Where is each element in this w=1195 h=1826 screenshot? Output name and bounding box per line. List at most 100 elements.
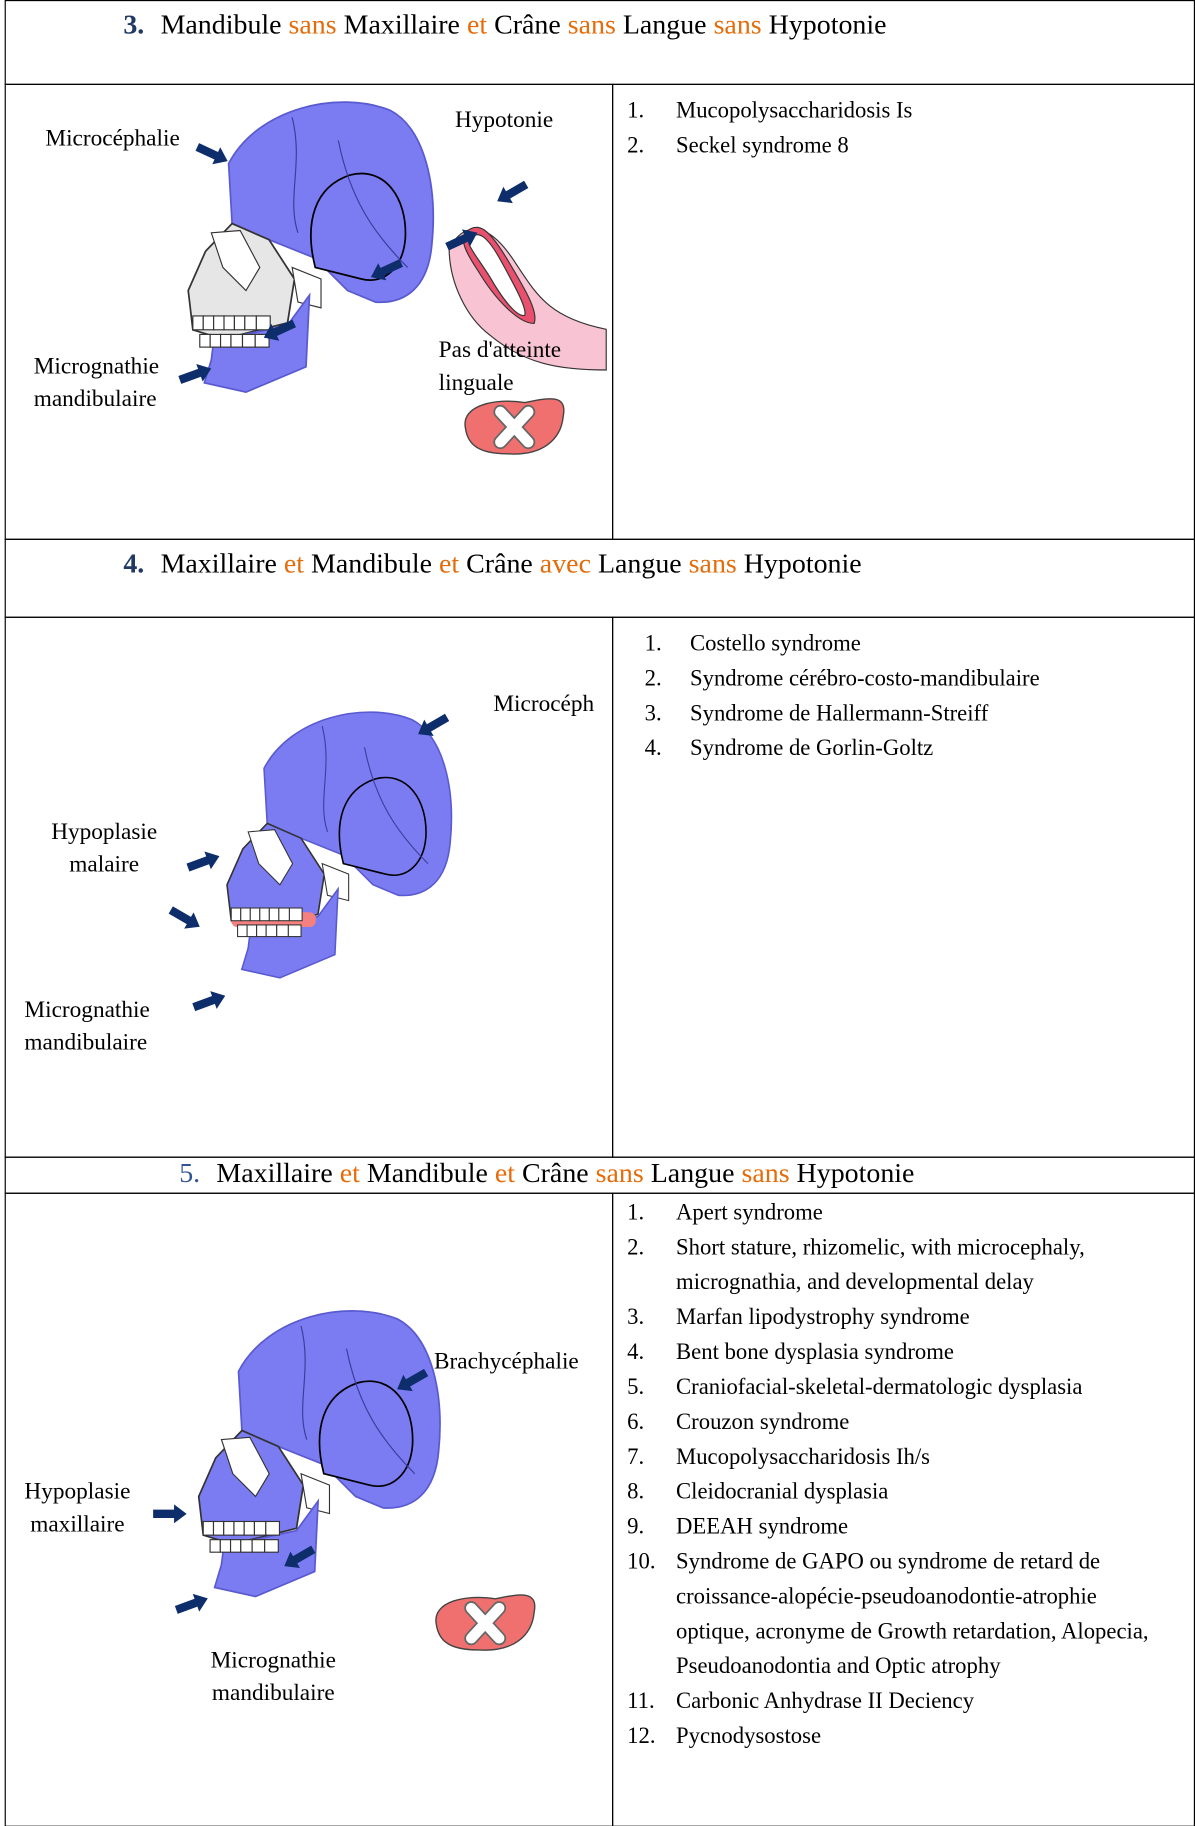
- list-item: 5. Craniofacial-skeletal-dermatologic dys…: [627, 1371, 1175, 1406]
- label-line: Micrognathie: [33, 353, 160, 380]
- section-number: 4.: [123, 549, 145, 580]
- list-item: 4. Bent bone dysplasia syndrome: [627, 1336, 1175, 1371]
- skull: [226, 711, 453, 979]
- skull: [197, 1309, 441, 1598]
- arrow: [193, 138, 232, 170]
- item-text: Craniofacial-skeletal-dermatologic dyspl…: [676, 1375, 1083, 1400]
- heading-word: et: [466, 10, 488, 41]
- item-text: Crouzon syndrome: [676, 1410, 850, 1435]
- bone: [468, 234, 526, 316]
- arrow: [166, 901, 205, 935]
- heading-word: Crâne: [521, 1158, 589, 1190]
- list-item: 1. Costello syndrome: [645, 627, 1176, 662]
- illustration-label: Micrognathie mandibulaire: [211, 1644, 336, 1709]
- section-heading: 5. Maxillaire et Mandibule et Crâne sans Langue…: [179, 1159, 921, 1190]
- heading-word: sans: [288, 10, 337, 41]
- item-number: 3.: [627, 1305, 645, 1330]
- skull: [187, 101, 435, 394]
- label-line: Microcéphalie: [45, 125, 180, 152]
- list-item: 12. Pycnodysostose: [627, 1720, 1175, 1755]
- heading-word: Langue: [622, 10, 707, 41]
- heading-word: Crâne: [494, 10, 561, 41]
- section-header: 3. Mandibule sans Maxillaire et Crâne sans Lang…: [4, 0, 1195, 85]
- item-text: Pycnodysostose: [676, 1724, 822, 1749]
- heading-word: Mandibule: [311, 549, 433, 580]
- list-item: 11. Carbonic Anhydrase II Deciency: [627, 1685, 1175, 1720]
- label-line: Micrognathie: [210, 1647, 336, 1674]
- label-line: maxillaire: [30, 1511, 125, 1538]
- label-line: malaire: [69, 851, 140, 878]
- arrow: [492, 176, 531, 210]
- list-cell: 1. Costello syndrome 2. Syndrome cérébro-co…: [612, 616, 1195, 1158]
- item-number: 12.: [627, 1724, 656, 1749]
- item-text: Marfan lipodystrophy syndrome: [676, 1305, 970, 1330]
- item-number: 3.: [644, 701, 662, 727]
- item-number: 1.: [644, 631, 662, 657]
- item-text: Syndrome de GAPO ou syndrome de retard d…: [676, 1549, 1149, 1680]
- item-text: DEEAH syndrome: [676, 1514, 849, 1540]
- label-line: linguale: [438, 370, 514, 396]
- item-number: 4.: [644, 736, 662, 761]
- arrow: [173, 1589, 212, 1619]
- heading-word: sans: [713, 10, 762, 41]
- section-number: 5.: [179, 1158, 201, 1190]
- illustration-label: Pas d'atteinte linguale: [439, 334, 561, 399]
- list-cell: 1. Mucopolysaccharidosis Is 2. Seckel syndr…: [612, 83, 1195, 540]
- item-text: Carbonic Anhydrase II Deciency: [676, 1689, 975, 1714]
- item-number: 5.: [627, 1375, 645, 1400]
- item-text: Bent bone dysplasia syndrome: [676, 1340, 954, 1365]
- heading-word: sans: [595, 1158, 644, 1190]
- heading-word: Hypotonie: [796, 1158, 915, 1190]
- label-line: mandibulaire: [24, 1029, 148, 1056]
- item-text: Short stature, rhizomelic, with microcep…: [676, 1235, 1085, 1296]
- section-number: 3.: [123, 10, 145, 41]
- heading-word: Hypotonie: [743, 549, 862, 580]
- section-heading: 4. Maxillaire et Mandibule et Crâne avec Langue…: [123, 549, 868, 580]
- section-header: 4. Maxillaire et Mandibule et Crâne avec Langue…: [4, 538, 1195, 618]
- item-number: 7.: [627, 1445, 645, 1470]
- illustration-cell: Microcéphalie Hypotonie Micrognathie mandib…: [4, 83, 614, 540]
- heading-word: sans: [688, 549, 737, 580]
- list-item: 4. Syndrome de Gorlin-Goltz: [645, 732, 1176, 767]
- item-text: Syndrome de Hallermann-Streiff: [690, 701, 989, 727]
- section-header: 5. Maxillaire et Mandibule et Crâne sans Langue…: [4, 1156, 1195, 1194]
- illustration-label: Micrognathie mandibulaire: [24, 994, 149, 1059]
- item-text: Mucopolysaccharidosis Ih/s: [676, 1445, 931, 1470]
- list-item: 1. Apert syndrome: [627, 1196, 1175, 1231]
- illustration-label: Microcéph: [493, 688, 594, 721]
- item-number: 9.: [627, 1514, 645, 1540]
- item-text: Cleidocranial dysplasia: [676, 1480, 889, 1505]
- label-line: Hypotonie: [454, 107, 554, 133]
- item-number: 2.: [627, 133, 645, 159]
- list-item: 2. Short stature, rhizomelic, with microc…: [627, 1231, 1175, 1301]
- list-item: 3. Syndrome de Hallermann-Streiff: [645, 697, 1176, 732]
- item-number: 4.: [627, 1340, 645, 1365]
- list-item: 8. Cleidocranial dysplasia: [627, 1475, 1175, 1510]
- heading-word: Maxillaire: [160, 549, 277, 580]
- list-item: 2. Seckel syndrome 8: [627, 129, 1175, 164]
- tongue: [465, 399, 564, 454]
- arrow: [184, 847, 223, 877]
- heading-word: et: [283, 549, 305, 580]
- illustration: [176, 101, 607, 540]
- label-line: Micrognathie: [24, 997, 150, 1023]
- label-line: mandibulaire: [33, 386, 157, 412]
- list-item: 10. Syndrome de GAPO ou syndrome de retar…: [627, 1545, 1175, 1685]
- item-number: 8.: [627, 1480, 645, 1505]
- arrow: [153, 1504, 187, 1524]
- item-number: 2.: [627, 1235, 645, 1261]
- label-line: mandibulaire: [211, 1680, 335, 1706]
- heading-word: Mandibule: [160, 10, 282, 41]
- illustration-label: Microcéphalie: [45, 122, 179, 155]
- list-item: 3. Marfan lipodystrophy syndrome: [627, 1301, 1175, 1336]
- item-number: 11.: [627, 1689, 655, 1714]
- list-item: 2. Syndrome cérébro-costo-mandibulaire: [645, 662, 1176, 697]
- illustration-label: Hypotonie: [455, 104, 553, 137]
- list-item: 9. DEEAH syndrome: [627, 1510, 1175, 1545]
- heading-word: Langue: [650, 1158, 735, 1190]
- list-item: 7. Mucopolysaccharidosis Ih/s: [627, 1441, 1175, 1476]
- list-item: 6. Crouzon syndrome: [627, 1406, 1175, 1441]
- label-line: Hypoplasie: [51, 819, 158, 845]
- heading-word: Hypotonie: [768, 10, 887, 41]
- heading-word: Langue: [597, 549, 682, 580]
